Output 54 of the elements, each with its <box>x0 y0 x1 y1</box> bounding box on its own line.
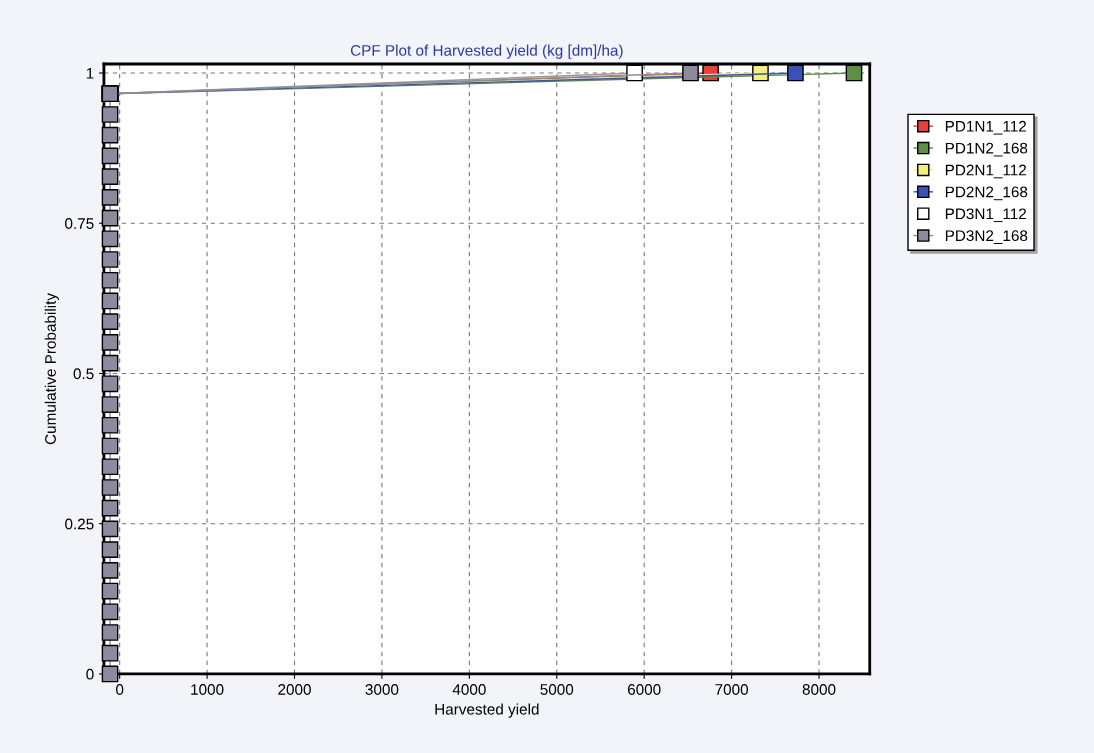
legend-label: PD1N2_168 <box>945 142 1028 157</box>
x-tick-label: 0 <box>116 684 124 695</box>
x-tick-label: 3000 <box>365 684 399 695</box>
x-tick-label: 5000 <box>540 684 574 695</box>
point <box>101 499 119 517</box>
point <box>101 168 119 185</box>
point <box>101 624 119 641</box>
point <box>101 126 119 144</box>
chart-title: CPF Plot of Harvested yield (kg [dm]/ha) <box>350 44 623 59</box>
y-tick-label: 0.25 <box>65 518 94 530</box>
y-tick-label: 0.75 <box>65 218 94 229</box>
point <box>101 209 119 227</box>
x-tick-label: 7000 <box>715 684 748 695</box>
y-tick-label: 1 <box>86 68 94 79</box>
x-tick-label: 6000 <box>627 684 661 695</box>
point <box>682 64 699 82</box>
legend-label: PD2N2_168 <box>945 186 1028 201</box>
x-tick-label: 1000 <box>191 684 224 695</box>
point <box>101 603 119 621</box>
point <box>101 644 119 662</box>
point <box>101 251 119 268</box>
point <box>101 416 119 434</box>
point <box>101 147 119 165</box>
point <box>101 479 119 496</box>
point <box>101 541 119 558</box>
y-tick-label: 0.5 <box>73 368 94 380</box>
point <box>845 64 863 82</box>
point <box>101 375 119 393</box>
point <box>787 64 804 82</box>
point <box>101 334 119 351</box>
y-axis-title: Cumulative Probability <box>44 293 59 445</box>
point <box>101 562 119 579</box>
legend-label: PD3N1_112 <box>945 208 1027 223</box>
point <box>101 313 119 331</box>
point <box>101 106 119 123</box>
point <box>101 665 119 683</box>
point <box>101 230 119 248</box>
y-tick-label: 0 <box>86 668 94 680</box>
point <box>101 520 119 538</box>
point <box>101 189 119 206</box>
x-tick-label: 4000 <box>452 684 486 695</box>
x-axis-title: Harvested yield <box>435 703 539 718</box>
point <box>101 354 119 372</box>
point <box>101 437 119 455</box>
point <box>101 582 119 600</box>
point <box>101 396 119 413</box>
legend-label: PD3N2_168 <box>945 230 1028 244</box>
point <box>101 458 119 476</box>
legend-label: PD2N1_112 <box>945 164 1027 179</box>
x-tick-label: 2000 <box>278 684 311 695</box>
x-tick-label: 8000 <box>802 684 836 695</box>
point <box>101 292 119 310</box>
legend-label: PD1N1_112 <box>945 120 1027 135</box>
point <box>101 271 119 289</box>
